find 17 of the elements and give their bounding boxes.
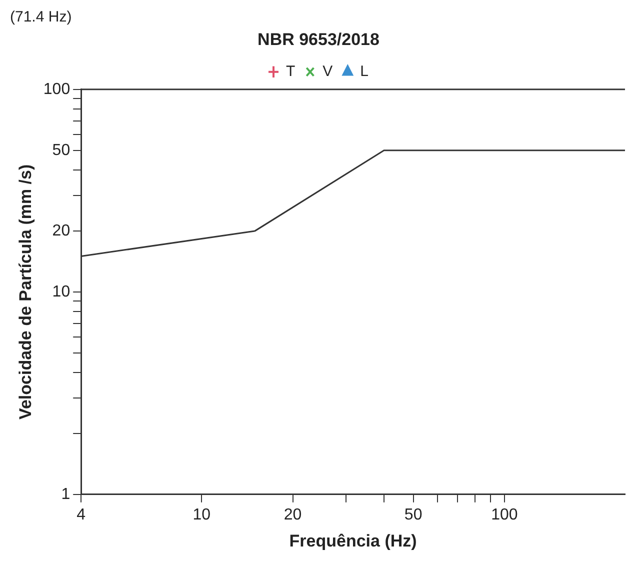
x-tick-label: 20 bbox=[284, 506, 302, 524]
y-tick-label: 50 bbox=[52, 142, 70, 159]
y-tick-label: 10 bbox=[52, 283, 70, 300]
legend-label: V bbox=[322, 63, 333, 80]
y-tick-label: 1 bbox=[61, 486, 70, 503]
x-tick-label: 50 bbox=[404, 506, 422, 524]
legend-label: T bbox=[286, 63, 296, 80]
chart-title: NBR 9653/2018 bbox=[258, 30, 380, 49]
x-tick-label: 100 bbox=[491, 506, 518, 524]
y-tick-label: 100 bbox=[43, 80, 70, 98]
x-tick-label: 4 bbox=[76, 506, 86, 524]
x-tick-label: 10 bbox=[192, 506, 211, 524]
legend-label: L bbox=[360, 63, 369, 80]
text: (71.4 Hz) bbox=[10, 8, 72, 26]
y-tick-label: 20 bbox=[52, 222, 70, 240]
y-axis-title: Velocidade de Partícula (mm /s) bbox=[16, 164, 35, 420]
x-axis-title: Frequência (Hz) bbox=[289, 531, 417, 550]
